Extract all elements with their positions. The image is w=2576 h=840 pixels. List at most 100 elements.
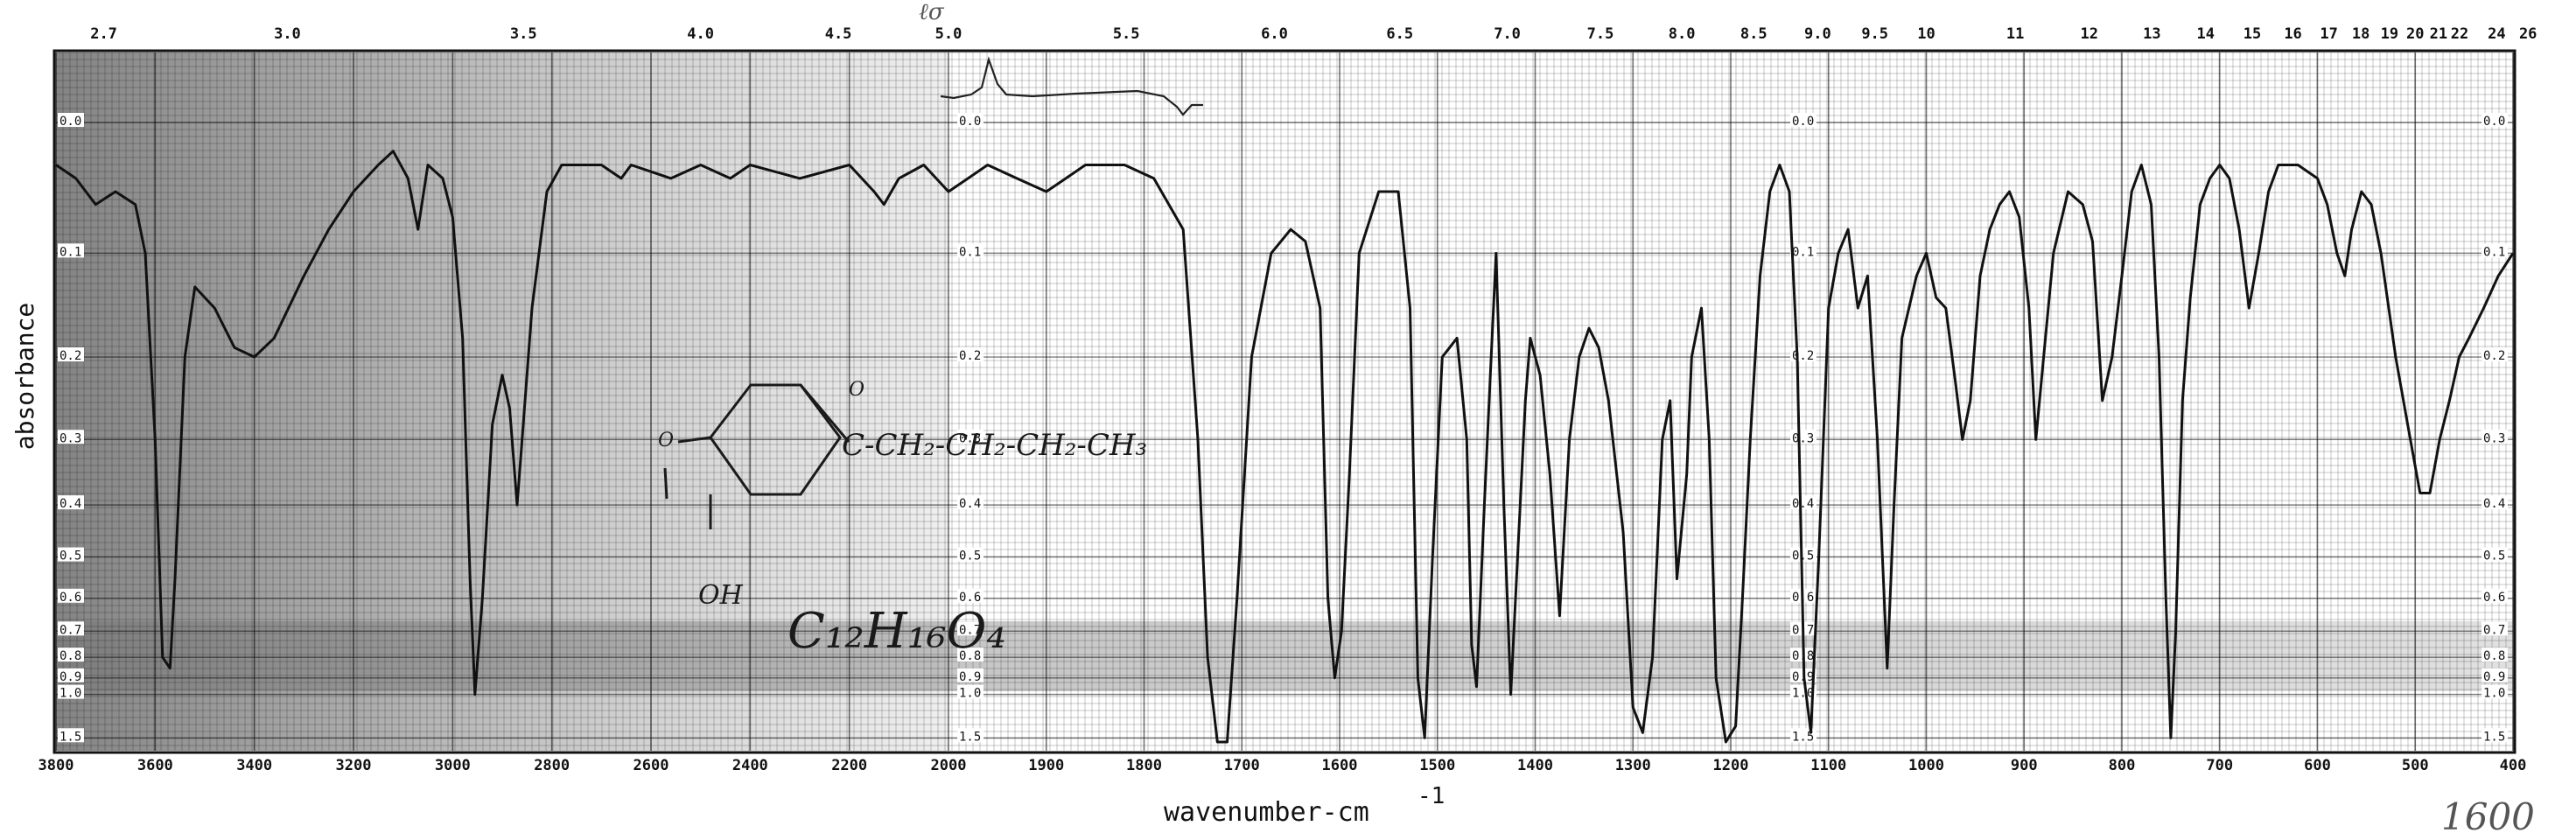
absorbance-tick-label: 0.5 [60, 550, 81, 564]
absorbance-tick-label: 0.7 [959, 623, 981, 637]
absorbance-tick-label: 0.3 [959, 431, 981, 445]
absorbance-tick-label: 0.1 [60, 245, 81, 259]
absorbance-tick-label: 0.8 [2483, 649, 2505, 663]
absorbance-label-bg [1790, 684, 1816, 699]
absorbance-tick-label: 0.8 [959, 649, 981, 663]
wavenumber-tick-label: 1800 [1126, 757, 1162, 774]
absorbance-tick-label: 1.5 [959, 730, 981, 744]
x-axis-label-superscript: -1 [1418, 783, 1445, 809]
wavenumber-tick-label: 700 [2206, 757, 2233, 774]
stamp-number: 1600 [2441, 795, 2535, 838]
wavenumber-tick-label: 800 [2109, 757, 2136, 774]
wavelength-tick-label: 8.5 [1740, 25, 1768, 43]
wavelength-tick-label: 2.7 [90, 25, 117, 43]
absorbance-label-bg [58, 621, 84, 636]
absorbance-tick-label: 1.5 [1792, 730, 1814, 744]
absorbance-label-bg [58, 588, 84, 603]
absorbance-label-bg [957, 648, 984, 662]
absorbance-tick-label: 0.0 [60, 115, 81, 129]
wavelength-tick-label: 9.0 [1804, 25, 1831, 43]
absorbance-label-bg [957, 588, 984, 603]
absorbance-tick-label: 0.4 [2483, 497, 2505, 511]
wavenumber-tick-label: 2600 [634, 757, 669, 774]
wavelength-tick-label: 6.0 [1261, 25, 1288, 43]
wavenumber-tick-label: 3200 [336, 757, 372, 774]
absorbance-label-bg [957, 547, 984, 562]
wavelength-tick-label: 16 [2284, 25, 2301, 43]
wavelength-tick-labels: 2.7 3.0 3.5 4.0 4.5 5.0 5.5 6.0 6.5 7.0 7.5 8.0 8.5 9… [90, 25, 2537, 43]
absorbance-label-bg [957, 347, 984, 362]
ring-to-chain-bond [799, 384, 850, 443]
absorbance-tick-label: 0.3 [1792, 431, 1814, 445]
lower-substituent-bond-2 [663, 467, 668, 500]
absorbance-tick-label: 1.0 [959, 687, 981, 701]
corner-pen-note: ℓσ [919, 0, 945, 25]
absorbance-tick-label: 0.7 [60, 623, 81, 637]
absorbance-tick-label: 0.4 [959, 497, 981, 511]
plot-frame [52, 49, 2516, 754]
absorbance-label-bg [58, 243, 84, 258]
wavenumber-tick-label: 900 [2011, 757, 2038, 774]
absorbance-label-bg [58, 728, 84, 743]
structure-oh: OH [698, 580, 744, 611]
x-axis-label: wavenumber-cm [1164, 797, 1369, 828]
absorbance-label-bg [2482, 648, 2508, 662]
wavenumber-tick-label: 1900 [1028, 757, 1064, 774]
absorbance-tick-label: 0.5 [959, 550, 981, 564]
wavenumber-tick-label: 1300 [1615, 757, 1651, 774]
absorbance-label-bg [58, 113, 84, 127]
absorbance-tick-label: 0.8 [60, 649, 81, 663]
absorbance-label-bg [58, 547, 84, 562]
absorbance-tick-label: 0.6 [2483, 591, 2505, 605]
absorbance-tick-label: 0.6 [959, 591, 981, 605]
wavenumber-tick-label: 3600 [137, 757, 173, 774]
wavelength-tick-label: 12 [2081, 25, 2098, 43]
wavenumber-tick-label: 3000 [435, 757, 471, 774]
absorbance-label-bg [957, 430, 984, 444]
absorbance-label-bg [58, 668, 84, 682]
wavelength-tick-label: 24 [2488, 25, 2505, 43]
absorbance-label-bg [58, 495, 84, 510]
grid-major-lines [55, 52, 2514, 751]
y-axis-label: absorbance [10, 303, 39, 451]
absorbance-tick-label: 0.2 [959, 349, 981, 363]
absorbance-label-bg [2482, 621, 2508, 636]
wavelength-tick-label: 13 [2143, 25, 2160, 43]
spectrum-line-0 [55, 150, 2515, 744]
absorbance-label-bg [2482, 243, 2508, 258]
wavelength-tick-label: 3.0 [274, 25, 301, 43]
absorbance-label-bg [1790, 495, 1816, 510]
wavelength-tick-label: 15 [2244, 25, 2261, 43]
absorbance-label-bg [1790, 243, 1816, 258]
absorbance-tick-label: 0.1 [1792, 245, 1814, 259]
absorbance-label-bg [957, 113, 984, 127]
wavenumber-tick-label: 1500 [1419, 757, 1455, 774]
absorbance-label-bg [58, 648, 84, 662]
wavelength-tick-label: 4.0 [687, 25, 714, 43]
molecular-formula: C₁₂H₁₆O₄ [788, 603, 1006, 660]
absorbance-label-bg [2482, 347, 2508, 362]
absorbance-tick-label: 1.5 [60, 730, 81, 744]
absorbance-tick-label: 0.5 [2483, 550, 2505, 564]
absorbance-tick-label: 0.4 [60, 497, 81, 511]
wavenumber-tick-label: 1600 [1322, 757, 1358, 774]
wavelength-tick-label: 5.0 [935, 25, 962, 43]
wavelength-tick-label: 7.5 [1587, 25, 1614, 43]
ring-to-o-bond [677, 436, 711, 444]
absorbance-tick-label: 0.0 [2483, 115, 2505, 129]
absorbance-tick-label: 0.3 [60, 431, 81, 445]
wavelength-tick-label: 8.0 [1669, 25, 1696, 43]
absorbance-tick-label: 0.9 [60, 670, 81, 684]
wavenumber-tick-labels: 3800 3600 3400 3200 3000 2800 2600 2400 2200 2000… [38, 757, 2527, 774]
wavenumber-tick-label: 1200 [1713, 757, 1749, 774]
wavelength-tick-label: 11 [2006, 25, 2024, 43]
wavenumber-tick-label: 1700 [1224, 757, 1260, 774]
wavenumber-tick-label: 2200 [831, 757, 867, 774]
absorbance-label-bg [1790, 430, 1816, 444]
absorbance-label-bg [1790, 547, 1816, 562]
wavelength-tick-label: 4.5 [825, 25, 852, 43]
absorbance-tick-label: 0.9 [959, 670, 981, 684]
absorbance-tick-label: 0.2 [2483, 349, 2505, 363]
wavenumber-tick-label: 2400 [732, 757, 768, 774]
absorbance-label-bg [957, 728, 984, 743]
